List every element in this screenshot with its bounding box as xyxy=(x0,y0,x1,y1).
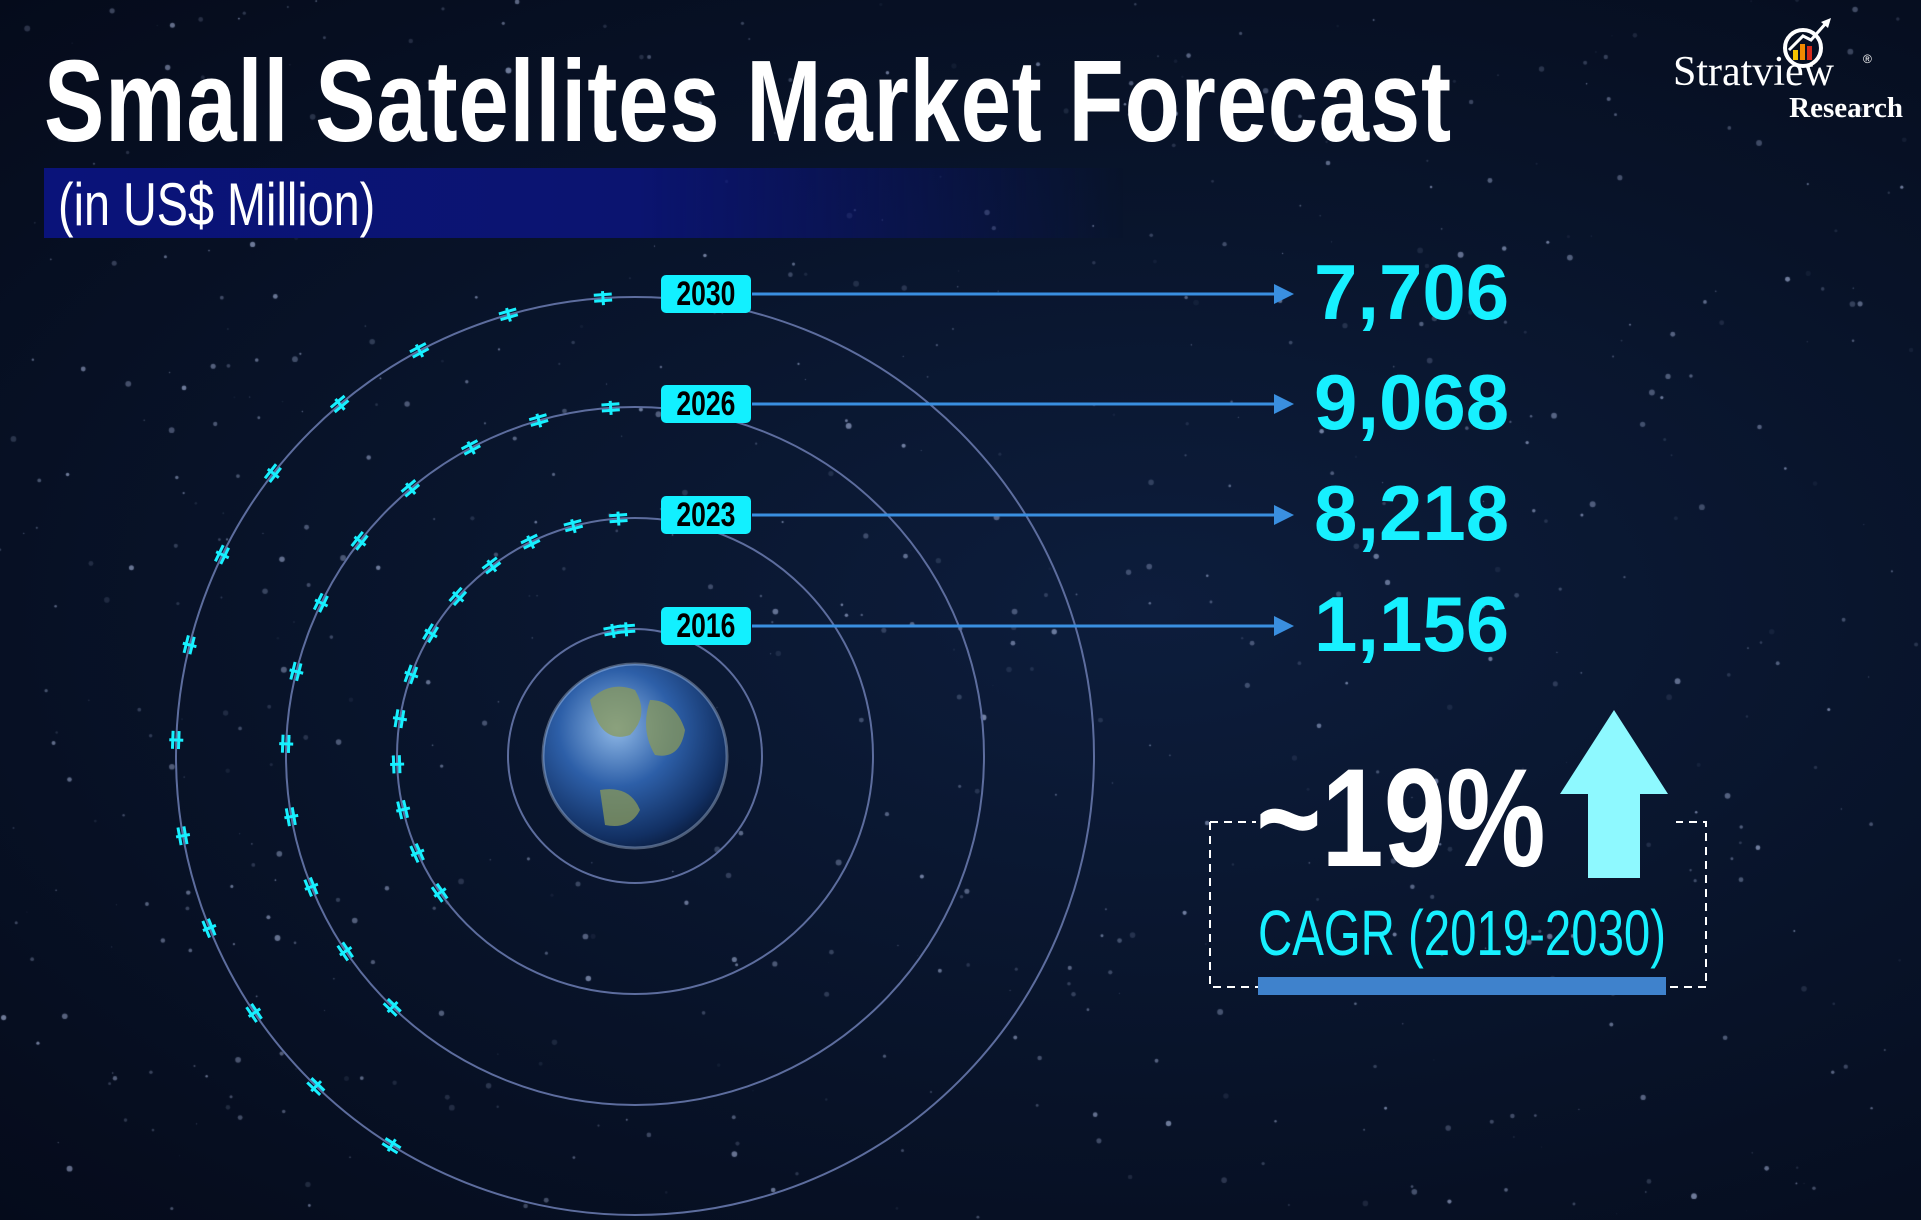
earth-globe xyxy=(543,664,727,848)
market-value: 8,218 xyxy=(1314,469,1510,557)
arrowhead-icon xyxy=(1274,616,1294,636)
year-label: 2016 xyxy=(661,607,751,645)
satellite-icon xyxy=(430,882,449,903)
satellite-icon xyxy=(392,709,408,729)
earth-continents xyxy=(590,686,685,826)
arrow-up-icon xyxy=(1560,710,1668,878)
satellite-icon xyxy=(390,755,405,774)
satellite-icon xyxy=(329,394,350,414)
orbit-ring xyxy=(507,628,763,884)
satellite-icon xyxy=(312,592,329,613)
year-label: 2026 xyxy=(661,385,751,423)
year-text: 2026 xyxy=(676,385,736,423)
satellite-icon xyxy=(601,400,620,415)
satellite-icon xyxy=(528,413,549,428)
cagr-value: ~19% xyxy=(1256,739,1546,896)
satellite-icon xyxy=(403,664,419,685)
satellite-icon xyxy=(409,342,430,359)
logo-magnifier-icon xyxy=(1783,18,1831,68)
satellite-icon xyxy=(395,799,411,820)
satellite-icon xyxy=(382,997,402,1017)
market-value: 1,156 xyxy=(1314,580,1510,668)
subtitle: (in US$ Million) xyxy=(58,171,376,238)
satellite-icon xyxy=(169,730,184,750)
year-text: 2023 xyxy=(676,496,736,534)
satellite-icon xyxy=(350,530,369,551)
satellite-icon xyxy=(263,463,282,483)
cagr-label: CAGR (2019-2030) xyxy=(1258,897,1667,969)
satellite-icon xyxy=(563,518,584,534)
satellite-icon xyxy=(306,1077,326,1097)
satellite-icon xyxy=(182,635,197,655)
satellite-icon xyxy=(279,734,294,753)
satellite-icon xyxy=(593,291,613,306)
satellite-icon xyxy=(303,876,319,897)
satellite-icon xyxy=(448,586,468,607)
satellite-icon xyxy=(609,511,628,526)
arrowhead-icon xyxy=(1274,284,1294,304)
satellite-icon xyxy=(214,544,230,565)
page-title: Small Satellites Market Forecast xyxy=(44,36,1452,166)
satellite-icon xyxy=(603,623,623,639)
cagr-underline-bar xyxy=(1258,977,1666,995)
satellite-icon xyxy=(409,842,425,864)
satellite-icon xyxy=(175,826,191,846)
satellite-icon xyxy=(284,807,299,827)
satellite-icon xyxy=(245,1002,263,1023)
satellite-icon xyxy=(422,623,440,644)
year-label: 2023 xyxy=(661,496,751,534)
market-value: 7,706 xyxy=(1314,248,1510,336)
year-text: 2030 xyxy=(676,275,736,313)
satellite-icon xyxy=(201,918,217,939)
orbit-ring xyxy=(175,296,1095,1216)
satellite-icon xyxy=(336,941,355,962)
satellite-icon xyxy=(289,661,304,682)
satellite-icon xyxy=(400,479,421,498)
market-value: 9,068 xyxy=(1314,358,1510,446)
logo-sub: Research xyxy=(1789,92,1903,124)
subtitle-band xyxy=(44,168,1124,238)
orbit-ring xyxy=(285,406,985,1106)
satellite-icon xyxy=(460,439,481,456)
logo-name: Stratview xyxy=(1673,49,1834,95)
year-text: 2016 xyxy=(676,607,736,645)
arrowhead-icon xyxy=(1274,394,1294,414)
logo-registered: ® xyxy=(1863,52,1872,66)
orbit-ring xyxy=(396,517,874,995)
cagr-dashed-box xyxy=(1209,821,1707,988)
year-label: 2030 xyxy=(661,275,751,313)
satellite-icon xyxy=(498,307,519,322)
stratview-logo: Stratview ® Research xyxy=(1673,14,1903,124)
satellite-icon xyxy=(481,556,502,575)
satellite-icon xyxy=(381,1137,402,1155)
satellite-icon xyxy=(520,533,541,550)
arrowhead-icon xyxy=(1274,505,1294,525)
